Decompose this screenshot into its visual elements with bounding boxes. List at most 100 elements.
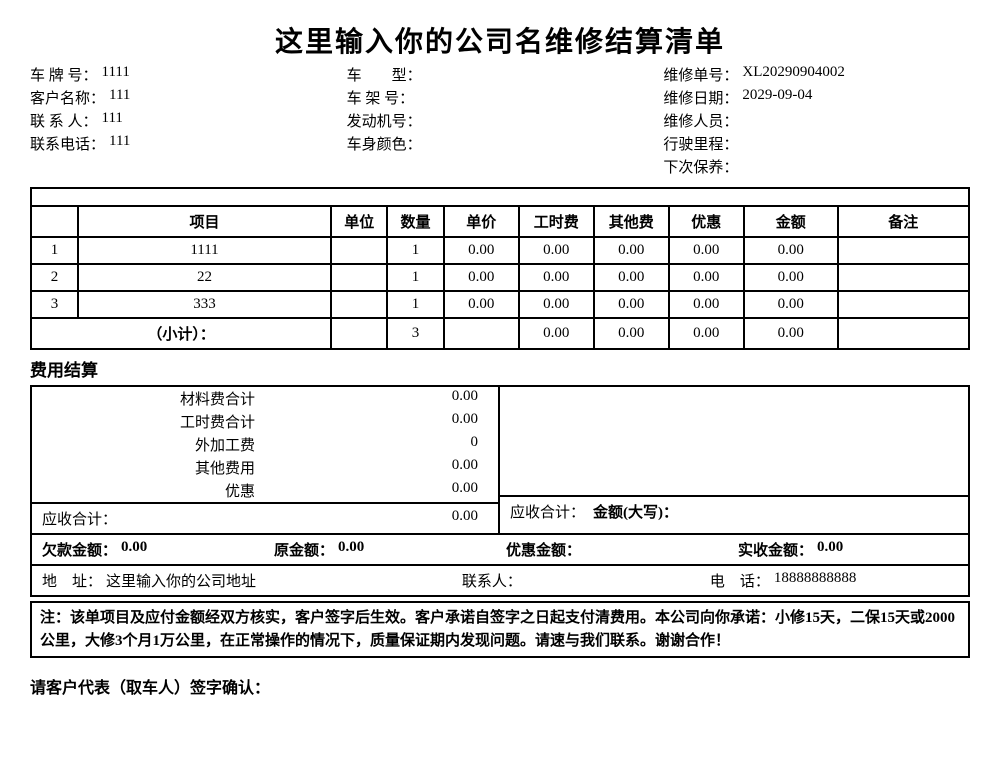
table-cell: 0.00 xyxy=(669,291,744,318)
table-cell xyxy=(838,291,969,318)
contact-label: 联系人： xyxy=(462,570,522,591)
table-cell: 0.00 xyxy=(669,264,744,291)
table-cell: 0.00 xyxy=(444,264,519,291)
header-field: 行驶里程： xyxy=(663,133,970,154)
settlement-line-label: 优惠 xyxy=(42,480,265,501)
table-column-header xyxy=(31,206,78,237)
subtotal-cell xyxy=(838,318,969,349)
addr-value: 这里输入你的公司地址 xyxy=(106,570,256,591)
subtotal-cell: 0.00 xyxy=(669,318,744,349)
settlement-line-label: 材料费合计 xyxy=(42,388,265,409)
header-field: 客户名称：111 xyxy=(30,87,337,108)
table-column-header: 工时费 xyxy=(519,206,594,237)
settlement-line-value: 0.00 xyxy=(265,480,488,501)
header-value: 1111 xyxy=(102,64,130,85)
header-value: 2029-09-04 xyxy=(742,87,812,108)
header-label: 车 型： xyxy=(347,64,422,85)
settlement-line: 优惠0.00 xyxy=(32,479,498,502)
subtotal-cell: 3 xyxy=(387,318,443,349)
header-label: 维修人员： xyxy=(663,110,738,131)
table-cell: 0.00 xyxy=(669,237,744,264)
table-cell xyxy=(331,264,387,291)
subtotal-label: （小计）： xyxy=(31,318,331,349)
header-value: 111 xyxy=(102,110,123,131)
settlement-line: 其他费用0.00 xyxy=(32,456,498,479)
header-field: 联系电话：111 xyxy=(30,133,337,154)
table-cell: 0.00 xyxy=(444,237,519,264)
table-cell: 0.00 xyxy=(744,291,838,318)
subtotal-cell: 0.00 xyxy=(744,318,838,349)
header-field: 车 架 号： xyxy=(347,87,654,108)
header-field: 下次保养： xyxy=(663,156,970,177)
address-row: 地 址：这里输入你的公司地址 联系人： 电 话：18888888888 xyxy=(32,564,968,595)
header-label: 车身颜色： xyxy=(347,133,422,154)
settlement-line: 工时费合计0.00 xyxy=(32,410,498,433)
header-field: 维修日期：2029-09-04 xyxy=(663,87,970,108)
header-field: 联 系 人：111 xyxy=(30,110,337,131)
settlement-line: 外加工费0 xyxy=(32,433,498,456)
table-column-header: 数量 xyxy=(387,206,443,237)
settlement-line-label: 外加工费 xyxy=(42,434,265,455)
table-cell xyxy=(838,264,969,291)
table-cell: 333 xyxy=(78,291,331,318)
table-column-header: 单价 xyxy=(444,206,519,237)
document-title: 这里输入你的公司名维修结算清单 xyxy=(30,20,970,60)
header-label: 车 架 号： xyxy=(347,87,415,108)
table-cell: 0.00 xyxy=(744,237,838,264)
actual-label: 实收金额： xyxy=(738,539,813,560)
right-amount-label: 金额(大写)： xyxy=(593,501,678,522)
totals-row: 欠款金额：0.00 原金额：0.00 优惠金额： 实收金额：0.00 xyxy=(32,533,968,564)
header-field: 维修人员： xyxy=(663,110,970,131)
table-cell: 0.00 xyxy=(594,291,669,318)
settlement-box: 材料费合计0.00工时费合计0.00外加工费0其他费用0.00优惠0.00 应收… xyxy=(30,385,970,597)
table-cell: 1 xyxy=(31,237,78,264)
right-receivable-label: 应收合计： xyxy=(510,501,585,522)
settlement-line: 材料费合计0.00 xyxy=(32,387,498,410)
header-field: 发动机号： xyxy=(347,110,654,131)
table-cell: 3 xyxy=(31,291,78,318)
table-row: 22210.000.000.000.000.00 xyxy=(31,264,969,291)
table-cell: 0.00 xyxy=(594,264,669,291)
header-value: 111 xyxy=(109,133,130,154)
header-label: 客户名称： xyxy=(30,87,105,108)
subtotal-cell: 0.00 xyxy=(519,318,594,349)
header-field: 车 型： xyxy=(347,64,654,85)
table-cell: 0.00 xyxy=(519,237,594,264)
table-column-header: 备注 xyxy=(838,206,969,237)
actual-value: 0.00 xyxy=(817,539,843,560)
settlement-line-value: 0.00 xyxy=(265,411,488,432)
owed-value: 0.00 xyxy=(121,539,147,560)
table-cell: 22 xyxy=(78,264,331,291)
receivable-label: 应收合计： xyxy=(42,508,265,529)
subtotal-cell xyxy=(331,318,387,349)
table-cell xyxy=(331,237,387,264)
phone-value: 18888888888 xyxy=(774,570,857,591)
settlement-heading: 费用结算 xyxy=(30,356,970,381)
table-column-header: 金额 xyxy=(744,206,838,237)
header-label: 维修日期： xyxy=(663,87,738,108)
table-cell: 0.00 xyxy=(519,291,594,318)
addr-label: 地 址： xyxy=(42,570,102,591)
table-cell xyxy=(838,237,969,264)
table-cell: 0.00 xyxy=(594,237,669,264)
subtotal-cell: 0.00 xyxy=(594,318,669,349)
header-info: 车 牌 号：1111客户名称：111联 系 人：111联系电话：111 车 型：… xyxy=(30,64,970,179)
table-row: 1111110.000.000.000.000.00 xyxy=(31,237,969,264)
table-cell: 0.00 xyxy=(519,264,594,291)
header-label: 联 系 人： xyxy=(30,110,98,131)
header-value: 111 xyxy=(109,87,130,108)
table-cell: 1 xyxy=(387,264,443,291)
header-field: 维修单号：XL20290904002 xyxy=(663,64,970,85)
table-column-header: 其他费 xyxy=(594,206,669,237)
original-value: 0.00 xyxy=(338,539,364,560)
header-field: 车身颜色： xyxy=(347,133,654,154)
phone-label: 电 话： xyxy=(710,570,770,591)
header-value: XL20290904002 xyxy=(742,64,845,85)
header-label: 发动机号： xyxy=(347,110,422,131)
settlement-line-value: 0 xyxy=(265,434,488,455)
table-column-header: 优惠 xyxy=(669,206,744,237)
table-cell: 1 xyxy=(387,291,443,318)
subtotal-cell xyxy=(444,318,519,349)
items-table: 项目单位数量单价工时费其他费优惠金额备注 1111110.000.000.000… xyxy=(30,187,970,350)
header-label: 下次保养： xyxy=(663,156,738,177)
